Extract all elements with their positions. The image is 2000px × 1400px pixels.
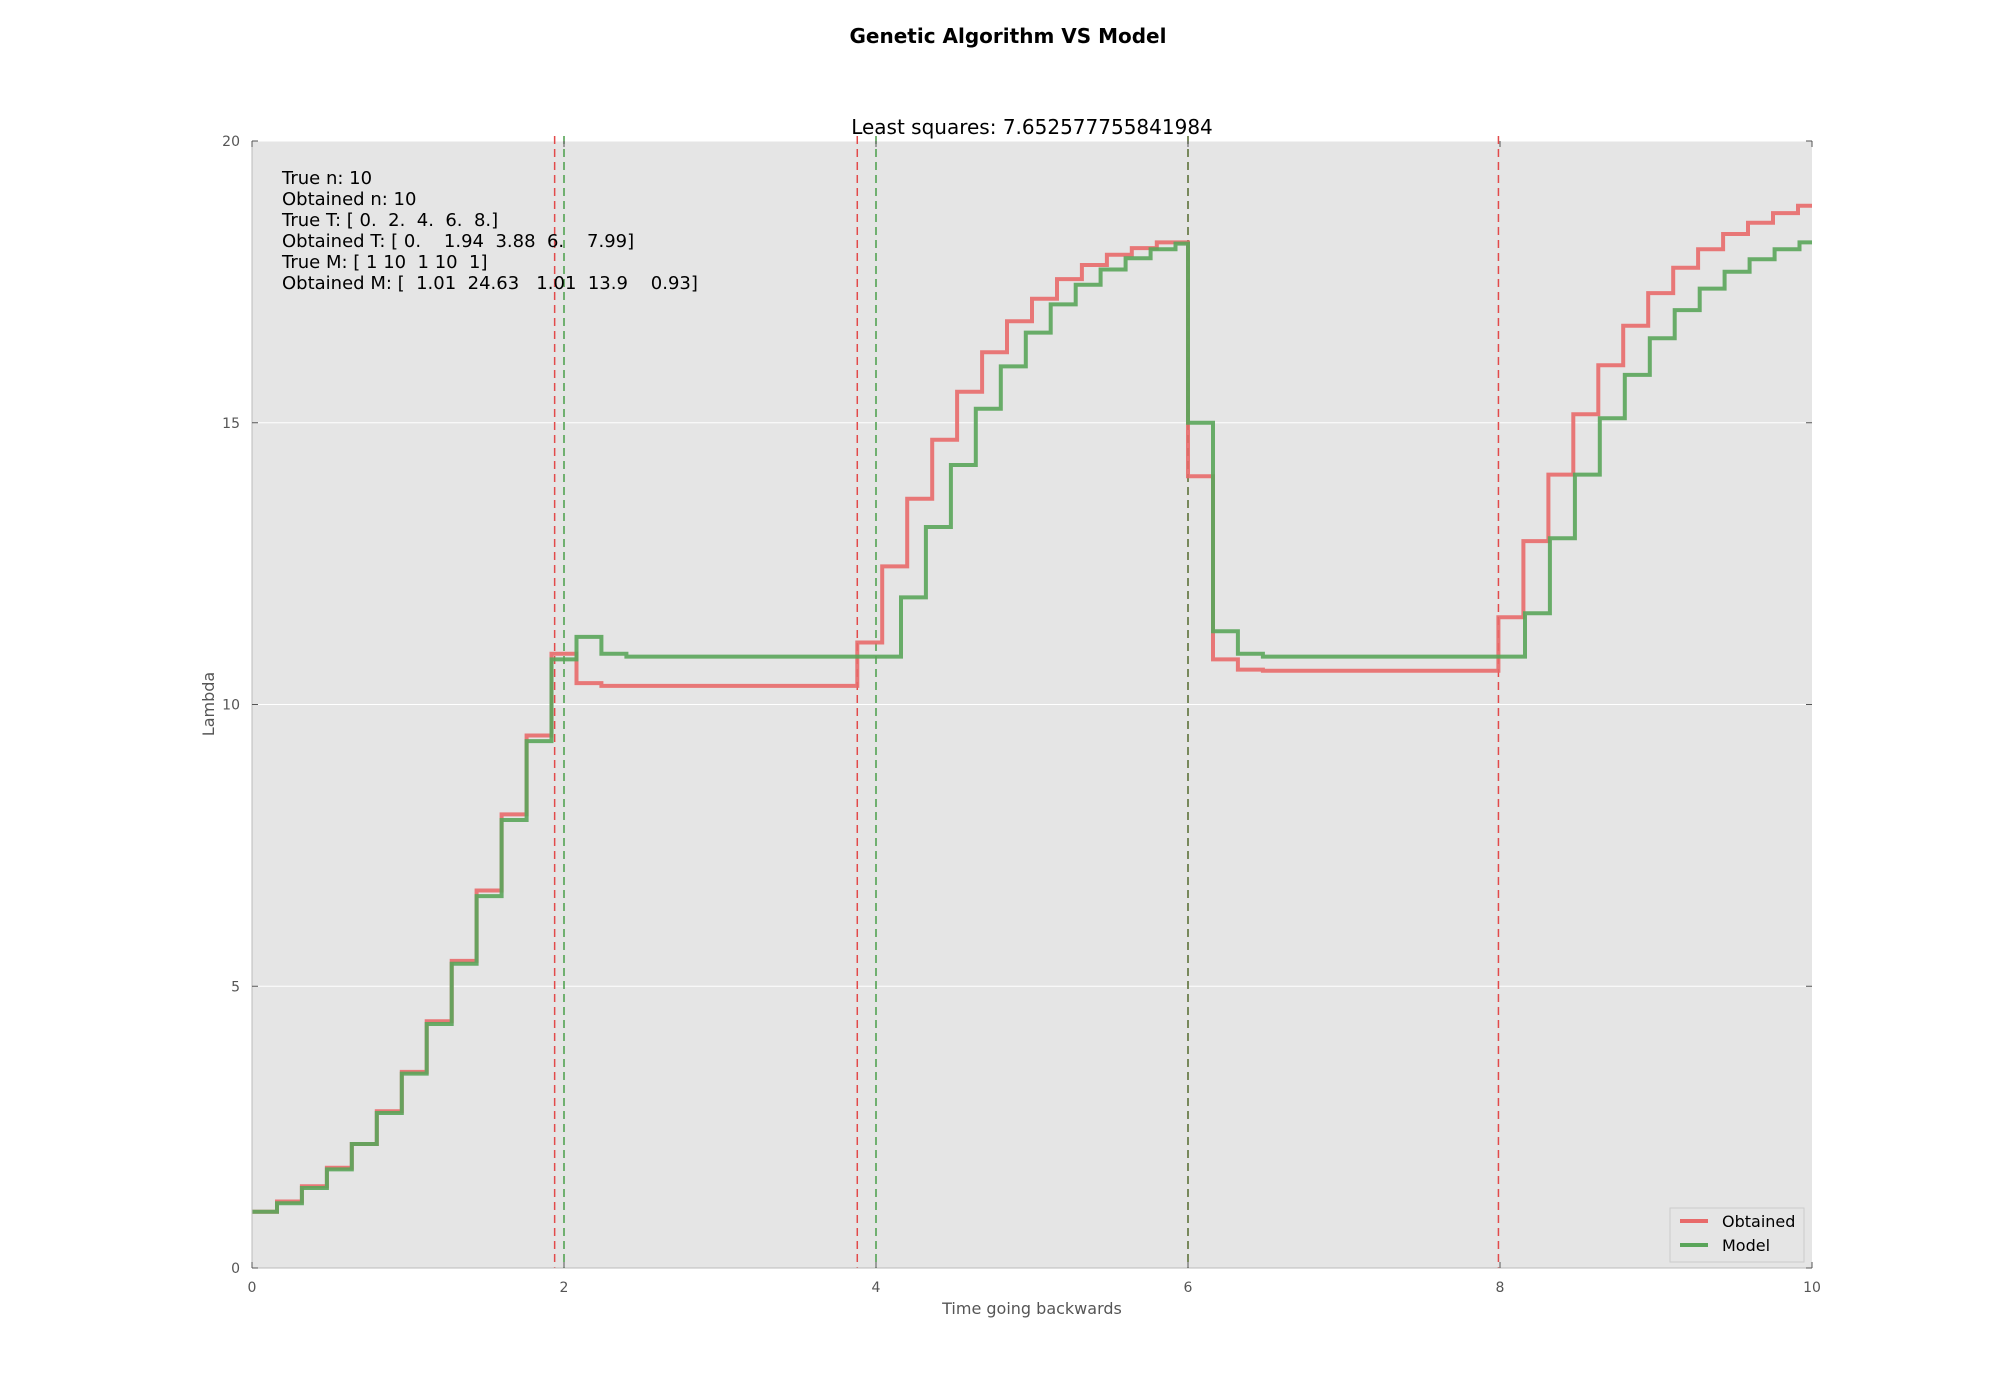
annotation-obtained-m: Obtained M: [ 1.01 24.63 1.01 13.9 0.93] [282, 273, 698, 294]
x-axis-label: Time going backwards [941, 1299, 1122, 1318]
legend-box [1669, 1207, 1805, 1263]
x-tick-label-2: 4 [872, 1280, 881, 1296]
annotation-obtained-n: Obtained n: 10 [282, 189, 416, 210]
axes: 0 2 4 6 8 10 0 5 10 15 20 [222, 134, 1821, 1296]
x-tick-label-4: 8 [1496, 1280, 1505, 1296]
y-tick-label-1: 5 [231, 979, 240, 995]
series-lines [252, 203, 1812, 1214]
series-line-model [252, 240, 1812, 1214]
legend: Obtained Model [1669, 1207, 1805, 1263]
y-axis-label: Lambda [199, 672, 218, 736]
y-tick-label-2: 10 [222, 698, 240, 714]
annotation-true-n: True n: 10 [281, 168, 372, 189]
legend-label-model: Model [1722, 1236, 1770, 1255]
info-annotations: True n: 10 Obtained n: 10 True T: [ 0. 2… [281, 168, 698, 294]
x-tick-label-3: 6 [1184, 1280, 1193, 1296]
annotation-true-t: True T: [ 0. 2. 4. 6. 8.] [281, 210, 498, 231]
reference-lines [553, 136, 1500, 1268]
x-tick-label-5: 10 [1803, 1280, 1821, 1296]
x-tick-label-0: 0 [248, 1280, 257, 1296]
x-tick-label-1: 2 [560, 1280, 569, 1296]
figure-title: Genetic Algorithm VS Model [850, 24, 1167, 48]
annotation-true-m: True M: [ 1 10 1 10 1] [281, 252, 488, 273]
annotation-obtained-t: Obtained T: [ 0. 1.94 3.88 6. 7.99] [282, 231, 634, 252]
y-tick-label-3: 15 [222, 416, 240, 432]
y-tick-label-4: 20 [222, 134, 240, 150]
chart-title: Least squares: 7.652577755841984 [851, 115, 1213, 139]
y-tick-label-0: 0 [231, 1261, 240, 1277]
legend-label-obtained: Obtained [1722, 1212, 1795, 1231]
